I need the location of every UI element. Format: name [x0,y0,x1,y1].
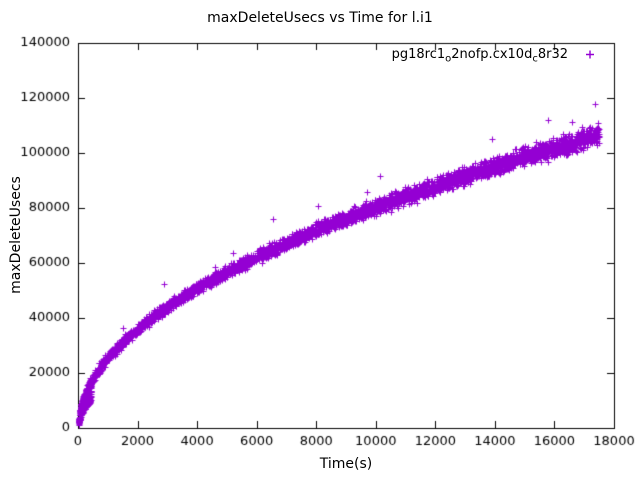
chart-title: maxDeleteUsecs vs Time for l.i1 [207,10,433,26]
x-axis-label: Time(s) [319,456,373,472]
legend-label-part: 8r32 [537,47,568,62]
legend-plus-path [586,50,594,59]
legend-label-subscript: o [445,53,452,65]
y-axis-label: maxDeleteUsecs [8,176,24,294]
legend-entry-label: pg18rc1o2nofp.cx10dc8r32 [391,47,568,65]
legend-label-part: 2nofp.cx10d [451,47,533,62]
legend-plus-marker-icon [586,50,594,59]
legend-label-subscript: c [532,53,538,65]
legend: pg18rc1o2nofp.cx10dc8r32 [391,47,610,65]
legend-label-part: pg18rc1 [391,47,446,62]
